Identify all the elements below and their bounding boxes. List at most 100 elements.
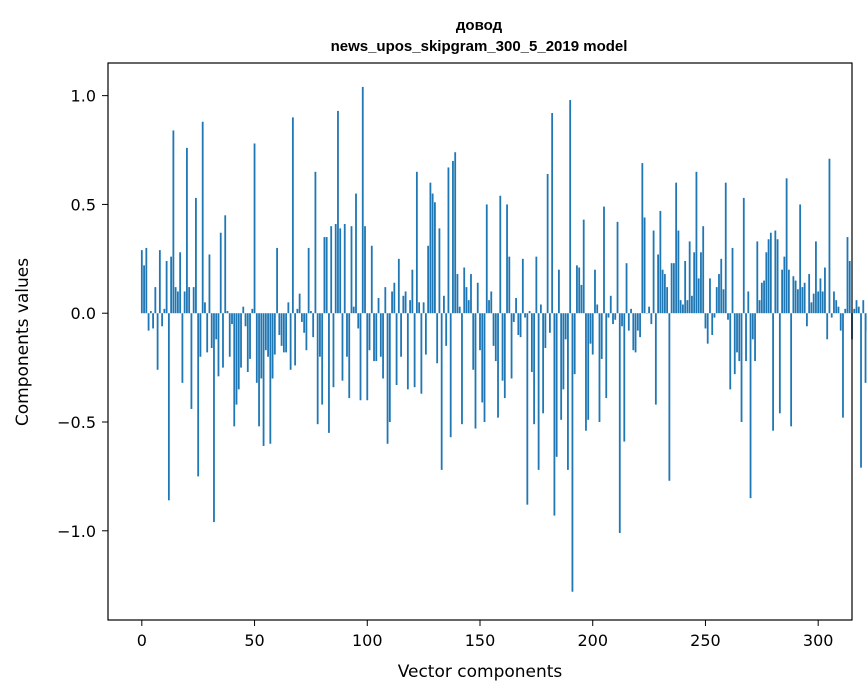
bar: [492, 313, 495, 346]
bar: [630, 308, 632, 314]
bar: [440, 313, 443, 470]
bar: [508, 256, 511, 314]
bar: [848, 261, 851, 314]
y-axis-label: Components values: [13, 258, 33, 426]
bar: [731, 247, 734, 314]
bar: [438, 228, 441, 314]
bar: [147, 313, 150, 331]
bar: [512, 313, 515, 322]
bar: [700, 252, 702, 314]
bar: [808, 274, 811, 314]
bar: [231, 313, 233, 325]
bar: [269, 313, 272, 444]
bar: [558, 269, 560, 314]
bar: [404, 291, 407, 314]
bar: [758, 300, 761, 314]
bar: [375, 313, 378, 362]
bar: [704, 313, 707, 329]
bar: [616, 221, 619, 314]
bar: [483, 313, 486, 422]
bar: [792, 276, 795, 314]
bar: [684, 261, 687, 314]
bar: [244, 313, 247, 327]
bar: [749, 313, 752, 499]
bar: [434, 202, 436, 314]
bar: [542, 313, 545, 414]
bar: [282, 313, 285, 353]
bar: [449, 313, 452, 438]
bar: [474, 313, 477, 429]
bar: [386, 313, 389, 444]
bar: [842, 313, 844, 418]
x-tick-label: 250: [690, 631, 721, 650]
bar: [546, 173, 549, 314]
bar: [600, 313, 603, 359]
bar: [411, 269, 414, 314]
bar: [688, 241, 691, 314]
bar: [745, 313, 747, 362]
bar: [657, 254, 660, 314]
bar: [278, 313, 281, 335]
bar: [824, 267, 826, 314]
bar: [722, 289, 725, 314]
bar: [589, 313, 592, 344]
bar: [598, 313, 601, 422]
bar: [621, 313, 623, 327]
bar: [533, 313, 536, 425]
bar: [609, 295, 612, 314]
bar: [485, 204, 488, 314]
bar: [627, 313, 630, 331]
bar: [337, 110, 339, 314]
bar: [240, 313, 242, 368]
bar: [188, 287, 191, 314]
bar: [654, 313, 657, 405]
bar: [312, 313, 315, 338]
bar: [190, 313, 193, 409]
bar: [395, 313, 398, 386]
bar: [488, 300, 490, 314]
bar: [161, 313, 164, 327]
bar: [174, 287, 177, 314]
bar: [249, 313, 251, 359]
bar: [201, 121, 204, 314]
bar: [661, 269, 664, 314]
bar: [618, 313, 621, 533]
bar: [524, 313, 526, 318]
bar: [264, 313, 267, 351]
bar: [612, 313, 614, 325]
bar: [154, 287, 157, 314]
bar: [794, 280, 797, 314]
bar: [591, 313, 594, 355]
bar: [503, 313, 506, 399]
bar: [400, 313, 402, 357]
x-tick-label: 200: [577, 631, 608, 650]
bar: [769, 232, 772, 314]
bar: [481, 313, 484, 403]
bar: [720, 258, 723, 314]
bar-series: [140, 86, 867, 592]
bar: [470, 274, 472, 314]
bar: [571, 313, 574, 592]
bar: [427, 245, 430, 314]
bar: [715, 287, 718, 314]
y-axis-ticks: −1.0 −0.5 0.0 0.5 1.0: [57, 87, 108, 541]
y-tick-label: 1.0: [71, 87, 96, 106]
bar: [296, 308, 299, 314]
bar: [819, 278, 822, 314]
bar: [864, 313, 867, 383]
bar: [246, 313, 249, 372]
bar: [821, 291, 824, 314]
x-tick-label: 100: [352, 631, 383, 650]
bar: [328, 313, 330, 433]
bar: [799, 204, 802, 314]
bar: [767, 239, 770, 314]
bar: [300, 313, 303, 322]
bar: [476, 282, 479, 314]
bar: [420, 313, 423, 394]
y-tick-label: −0.5: [57, 413, 96, 432]
bar: [463, 267, 466, 314]
bar: [659, 210, 662, 314]
bar: [222, 313, 224, 368]
bar: [537, 313, 540, 470]
